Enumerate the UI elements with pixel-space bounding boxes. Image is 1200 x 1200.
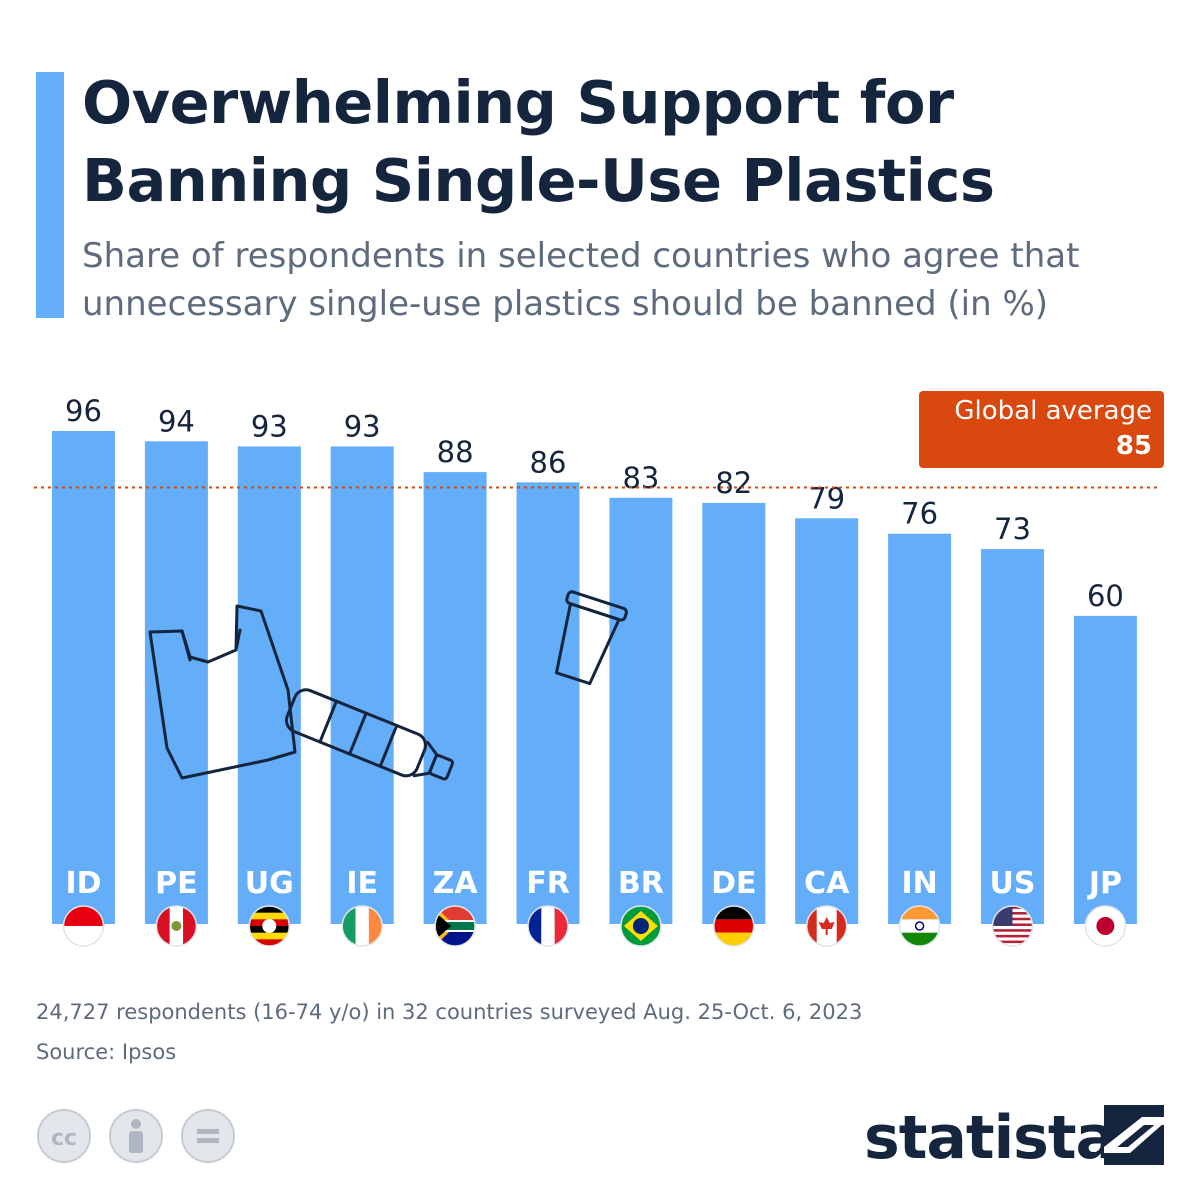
category-label-in: IN [901, 866, 937, 901]
bar-id [52, 431, 115, 924]
page-subtitle: Share of respondents in selected countri… [82, 236, 1080, 324]
category-label-us: US [990, 866, 1036, 901]
flag-us-icon [992, 906, 1033, 946]
value-label-ie: 93 [344, 409, 381, 443]
statista-logo: statista [864, 1103, 1116, 1173]
value-label-jp: 60 [1087, 579, 1124, 613]
category-label-de: DE [711, 866, 756, 901]
global-average-label: Global average [954, 396, 1152, 426]
category-label-id: ID [65, 866, 101, 901]
category-label-jp: JP [1087, 866, 1122, 901]
plastic-bottle-icon [284, 688, 454, 781]
global-average-value: 85 [1115, 431, 1152, 461]
plastic-cup-icon [554, 590, 628, 686]
attribution-icon[interactable] [108, 1108, 164, 1164]
category-label-ie: IE [346, 866, 378, 901]
license-icons: cc [36, 1108, 236, 1164]
title-accent-bar [36, 72, 64, 318]
survey-note: 24,727 respondents (16-74 y/o) in 32 cou… [36, 1000, 863, 1024]
value-label-za: 88 [437, 435, 474, 469]
statista-logo-icon [1104, 1105, 1164, 1165]
bar-pe [144, 441, 208, 924]
category-label-ug: UG [245, 866, 294, 901]
flag-br-icon [620, 906, 661, 946]
page-title: Overwhelming Support for Banning Single-… [82, 68, 995, 215]
bar-ug [237, 446, 301, 924]
no-derivatives-icon[interactable] [180, 1108, 236, 1164]
value-label-in: 76 [901, 497, 938, 531]
value-label-us: 73 [994, 512, 1031, 546]
value-label-pe: 94 [158, 404, 195, 438]
flag-ca-icon [806, 906, 847, 946]
cc-icon[interactable]: cc [36, 1108, 92, 1164]
value-label-br: 83 [622, 461, 659, 495]
bars-group: 96 ID 94 PE 93 UG 93 IE 88 ZA 86 FR 83 BR 82 DE 79 CA 76 IN… [52, 394, 1137, 924]
svg-text:cc: cc [51, 1126, 77, 1151]
category-label-fr: FR [526, 866, 570, 901]
plastic-waste-illustration [148, 590, 628, 781]
flag-jp-icon [1085, 906, 1126, 946]
bar-za [423, 472, 487, 924]
bar-ie [330, 446, 394, 924]
source-note: Source: Ipsos [36, 1040, 177, 1064]
global-average-badge: Global average 85 [919, 391, 1164, 468]
value-label-ug: 93 [251, 409, 288, 443]
value-label-de: 82 [715, 466, 752, 500]
flag-id-icon [63, 906, 104, 946]
plastic-bag-handle-icon [180, 628, 242, 662]
category-label-pe: PE [155, 866, 197, 901]
bar-us [981, 549, 1044, 924]
category-label-za: ZA [433, 866, 479, 901]
category-label-ca: CA [804, 866, 850, 901]
bar-fr [516, 482, 580, 924]
bar-in [888, 533, 952, 924]
bar-chart: 96 ID 94 PE 93 UG 93 IE 88 ZA 86 FR 83 BR 82 DE 79 CA 76 IN… [34, 394, 1160, 947]
flag-za-icon [435, 906, 476, 946]
value-label-fr: 86 [530, 445, 567, 479]
value-label-id: 96 [65, 394, 102, 428]
bar-br [609, 497, 673, 924]
category-label-br: BR [618, 866, 664, 901]
bar-jp [1073, 615, 1137, 924]
bar-ca [795, 518, 859, 924]
flags-group [62, 905, 1127, 947]
bar-de [702, 502, 766, 924]
value-label-ca: 79 [808, 481, 845, 515]
flag-ug-icon [249, 906, 290, 946]
